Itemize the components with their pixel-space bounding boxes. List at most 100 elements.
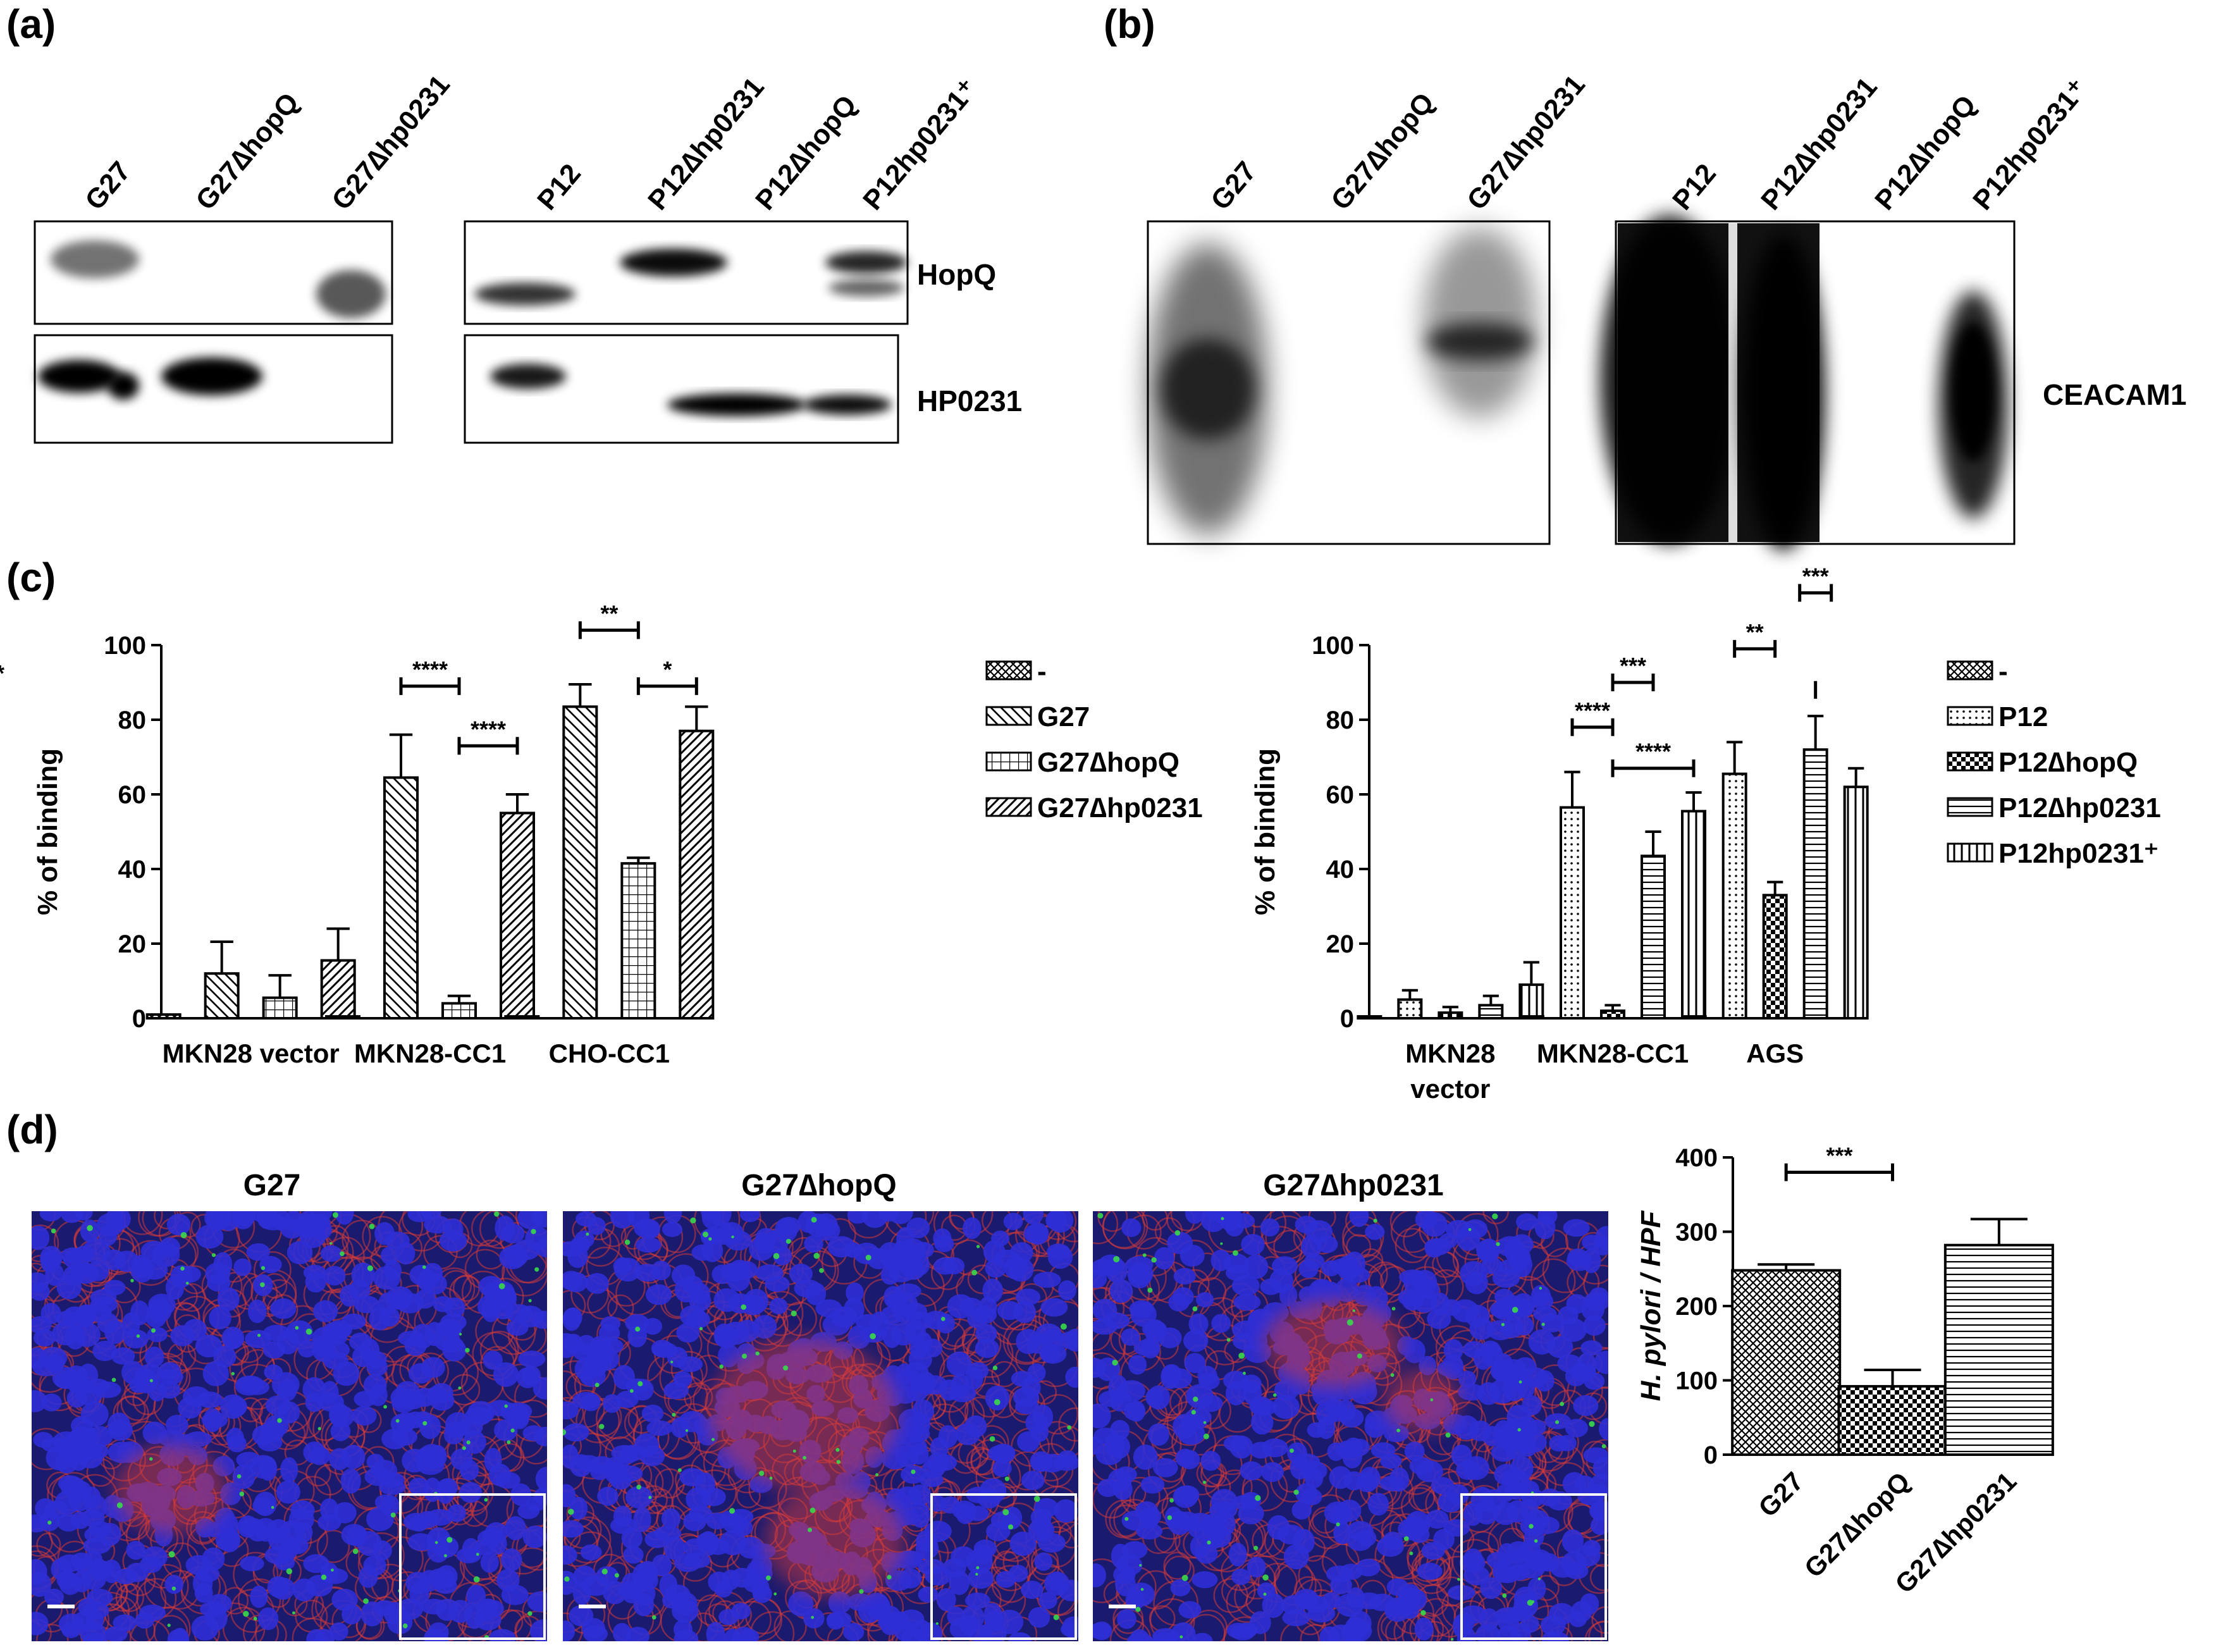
nucleus bbox=[1516, 1375, 1536, 1399]
nucleus bbox=[259, 1255, 282, 1273]
nucleus bbox=[52, 1367, 80, 1390]
bacterium bbox=[395, 1419, 400, 1423]
bar bbox=[1518, 983, 1544, 1020]
nucleus bbox=[1558, 1434, 1577, 1452]
nucleus bbox=[1104, 1312, 1130, 1329]
nucleus bbox=[563, 1545, 577, 1565]
cell-membrane bbox=[32, 1224, 59, 1262]
bacterium bbox=[994, 1399, 1001, 1405]
nucleus bbox=[83, 1550, 102, 1567]
cell-membrane bbox=[736, 1483, 761, 1508]
nucleus bbox=[1520, 1539, 1541, 1561]
bacterium bbox=[1390, 1373, 1395, 1377]
micrograph-g27-hp0231 bbox=[1093, 1211, 1608, 1641]
bacterium bbox=[865, 1254, 871, 1261]
significance-bracket bbox=[1611, 674, 1655, 691]
lane-label: P12hp0231⁺ bbox=[857, 73, 983, 216]
nucleus bbox=[1334, 1278, 1358, 1302]
bacterium bbox=[637, 1381, 643, 1386]
bar bbox=[500, 811, 535, 1020]
nucleus bbox=[922, 1458, 945, 1478]
nucleus bbox=[1540, 1615, 1566, 1636]
nucleus bbox=[610, 1517, 637, 1534]
bacterium bbox=[783, 1365, 789, 1371]
blot-label-ceacam1: CEACAM1 bbox=[2043, 378, 2186, 411]
nucleus bbox=[1533, 1306, 1557, 1322]
bacterium bbox=[769, 1476, 773, 1480]
bacterium bbox=[466, 1440, 471, 1445]
bar bbox=[620, 862, 656, 1020]
bar bbox=[1762, 894, 1788, 1020]
nucleus bbox=[82, 1602, 109, 1620]
nucleus bbox=[522, 1526, 547, 1548]
bacterium bbox=[465, 1348, 470, 1353]
nucleus bbox=[426, 1508, 453, 1526]
nucleus bbox=[1223, 1435, 1249, 1452]
cell-membrane bbox=[116, 1395, 146, 1425]
nucleus bbox=[373, 1266, 401, 1290]
bacterium bbox=[130, 1279, 134, 1283]
nucleus bbox=[201, 1412, 228, 1429]
panel-a-lane-labels: G27 G27∆hopQ G27∆hp0231 P12 P12∆hp0231 P… bbox=[79, 69, 983, 216]
nucleus bbox=[902, 1302, 927, 1321]
bacterium bbox=[870, 1333, 876, 1340]
significance-bracket bbox=[636, 677, 698, 695]
bacterium bbox=[1396, 1428, 1400, 1433]
nucleus bbox=[1514, 1316, 1534, 1336]
bar bbox=[504, 1015, 540, 1020]
nucleus bbox=[1153, 1458, 1178, 1477]
bacterium bbox=[253, 1617, 257, 1621]
nucleus bbox=[1463, 1341, 1485, 1358]
bacterium bbox=[422, 1265, 426, 1269]
bacterium bbox=[935, 1622, 939, 1625]
nucleus bbox=[908, 1443, 929, 1465]
nucleus bbox=[164, 1574, 183, 1594]
nucleus bbox=[714, 1326, 739, 1348]
nucleus bbox=[582, 1618, 606, 1639]
cell-membrane bbox=[1223, 1616, 1266, 1641]
cell-membrane bbox=[316, 1529, 350, 1563]
bacterium bbox=[1207, 1540, 1211, 1545]
nucleus bbox=[1518, 1439, 1537, 1457]
bacterium bbox=[292, 1611, 295, 1615]
nucleus bbox=[788, 1591, 814, 1617]
nucleus bbox=[1121, 1328, 1140, 1346]
nucleus bbox=[904, 1320, 927, 1343]
bacterium bbox=[773, 1592, 777, 1596]
nucleus bbox=[226, 1427, 244, 1448]
nucleus bbox=[1329, 1575, 1352, 1594]
nucleus bbox=[483, 1350, 503, 1370]
nucleus bbox=[898, 1609, 925, 1629]
nucleus bbox=[732, 1627, 756, 1641]
bacterium bbox=[773, 1253, 780, 1259]
nucleus bbox=[683, 1512, 706, 1532]
legend-swatch bbox=[1947, 660, 1993, 681]
y-tick-label: 60 bbox=[118, 781, 147, 809]
bacterium bbox=[976, 1245, 980, 1248]
nucleus bbox=[582, 1352, 608, 1378]
legend-label: - bbox=[1037, 656, 1047, 687]
nucleus bbox=[627, 1211, 650, 1228]
nucleus bbox=[570, 1236, 590, 1254]
nucleus bbox=[302, 1377, 326, 1402]
nucleus bbox=[918, 1586, 939, 1603]
nucleus bbox=[278, 1541, 297, 1562]
nucleus bbox=[501, 1223, 525, 1243]
nucleus bbox=[424, 1322, 445, 1347]
nucleus bbox=[641, 1404, 664, 1422]
bar bbox=[383, 776, 419, 1020]
nucleus bbox=[1047, 1572, 1066, 1591]
nucleus bbox=[96, 1213, 125, 1236]
nucleus bbox=[426, 1386, 446, 1405]
nucleus bbox=[1152, 1628, 1179, 1641]
nucleus bbox=[407, 1533, 434, 1551]
error-bar bbox=[685, 705, 708, 731]
nucleus bbox=[1583, 1291, 1608, 1311]
nucleus bbox=[1402, 1516, 1427, 1538]
blot-hopq-left bbox=[34, 220, 393, 325]
nucleus bbox=[1493, 1360, 1513, 1378]
nucleus bbox=[1040, 1298, 1068, 1317]
nucleus bbox=[1226, 1622, 1250, 1639]
nucleus bbox=[1398, 1288, 1425, 1307]
bacterium bbox=[1451, 1637, 1454, 1641]
